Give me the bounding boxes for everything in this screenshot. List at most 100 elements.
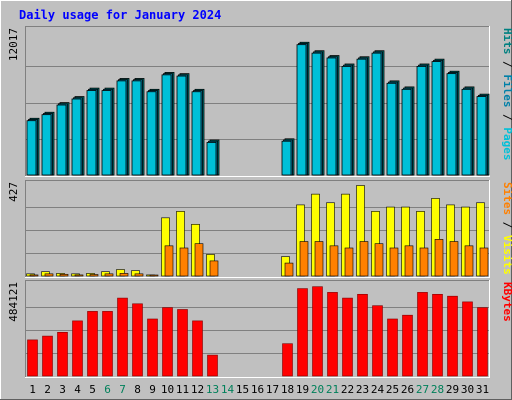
bar-pages-day-11 bbox=[176, 75, 187, 176]
day-label-17: 17 bbox=[266, 383, 279, 396]
bar-sites-day-12 bbox=[194, 243, 204, 277]
bar-kbytes-day-12 bbox=[192, 320, 203, 377]
bar-pages-day-2 bbox=[41, 114, 52, 176]
panel-max-label: 12017 bbox=[7, 28, 20, 61]
bar-sites-day-18 bbox=[284, 262, 294, 277]
bar-kbytes-day-31 bbox=[477, 307, 488, 377]
bar-kbytes-day-22 bbox=[342, 297, 353, 377]
bar-pages-day-20 bbox=[311, 52, 322, 176]
bar-pages-day-19 bbox=[296, 44, 307, 176]
day-label-28: 28 bbox=[431, 383, 444, 396]
bar-pages-day-25 bbox=[386, 82, 397, 176]
day-label-24: 24 bbox=[371, 383, 385, 396]
legend-hits: Hits bbox=[501, 28, 512, 55]
bar-sites-day-2 bbox=[44, 273, 54, 277]
day-label-21: 21 bbox=[326, 383, 339, 396]
day-label-22: 22 bbox=[341, 383, 354, 396]
day-label-11: 11 bbox=[176, 383, 189, 396]
bar-sites-day-7 bbox=[119, 273, 129, 277]
bar-pages-day-23 bbox=[356, 58, 367, 176]
bar-sites-day-26 bbox=[404, 245, 414, 277]
bar-sites-day-25 bbox=[389, 247, 399, 277]
bar-sites-day-4 bbox=[74, 274, 84, 277]
bar-pages-day-26 bbox=[401, 88, 412, 176]
bar-sites-day-1 bbox=[29, 274, 39, 277]
day-label-5: 5 bbox=[89, 383, 96, 396]
bar-pages-day-10 bbox=[161, 74, 172, 176]
panel-max-label: 484121 bbox=[7, 282, 20, 322]
bar-sites-day-29 bbox=[449, 241, 459, 277]
bar-pages-day-27 bbox=[416, 66, 427, 176]
day-label-2: 2 bbox=[44, 383, 51, 396]
bar-kbytes-day-6 bbox=[102, 311, 113, 377]
bar-pages-day-29 bbox=[446, 73, 457, 176]
panel-legend: Sites / Visits bbox=[501, 182, 512, 275]
bar-pages-day-18 bbox=[281, 140, 292, 176]
panel-legend: Hits / Files / Pages bbox=[501, 28, 512, 161]
day-label-16: 16 bbox=[251, 383, 264, 396]
bar-sites-day-31 bbox=[479, 247, 489, 277]
day-label-20: 20 bbox=[311, 383, 324, 396]
bar-kbytes-day-23 bbox=[357, 293, 368, 377]
bar-sites-day-8 bbox=[134, 273, 144, 277]
bar-pages-day-8 bbox=[131, 80, 142, 176]
day-label-29: 29 bbox=[446, 383, 459, 396]
bar-kbytes-day-18 bbox=[282, 343, 293, 377]
bar-pages-day-9 bbox=[146, 91, 157, 176]
bar-pages-day-12 bbox=[191, 91, 202, 176]
bar-sites-day-19 bbox=[299, 241, 309, 277]
day-label-7: 7 bbox=[119, 383, 126, 396]
bar-sites-day-10 bbox=[164, 245, 174, 277]
bar-sites-day-30 bbox=[464, 245, 474, 277]
day-label-30: 30 bbox=[461, 383, 474, 396]
legend-visits: Visits bbox=[501, 235, 512, 275]
day-label-9: 9 bbox=[149, 383, 156, 396]
bar-sites-day-5 bbox=[89, 274, 99, 277]
legend-separator: / bbox=[501, 55, 512, 75]
bar-sites-day-11 bbox=[179, 247, 189, 277]
bar-sites-day-6 bbox=[104, 273, 114, 277]
bar-kbytes-day-3 bbox=[57, 331, 68, 377]
panel-pages-files: 12017 Hits / Files / Pages bbox=[7, 26, 512, 177]
bar-kbytes-day-4 bbox=[72, 320, 83, 377]
bar-kbytes-day-9 bbox=[147, 318, 158, 377]
bar-pages-day-31 bbox=[476, 96, 487, 176]
legend-pages: Pages bbox=[501, 127, 512, 160]
day-label-18: 18 bbox=[281, 383, 294, 396]
day-label-25: 25 bbox=[386, 383, 399, 396]
day-label-13: 13 bbox=[206, 383, 219, 396]
day-label-14: 14 bbox=[221, 383, 235, 396]
bar-kbytes-day-28 bbox=[432, 293, 443, 377]
bar-pages-day-21 bbox=[326, 57, 337, 176]
bar-pages-day-5 bbox=[86, 90, 97, 176]
bar-sites-day-9 bbox=[149, 274, 159, 277]
bar-kbytes-day-21 bbox=[327, 292, 338, 377]
day-label-27: 27 bbox=[416, 383, 429, 396]
panel-max-label: 427 bbox=[7, 182, 20, 202]
bar-sites-day-20 bbox=[314, 241, 324, 277]
bar-pages-day-3 bbox=[56, 104, 67, 176]
bar-sites-day-28 bbox=[434, 239, 444, 277]
bar-kbytes-day-2 bbox=[42, 335, 53, 377]
bar-pages-day-24 bbox=[371, 52, 382, 176]
bar-pages-day-30 bbox=[461, 88, 472, 176]
bar-kbytes-day-8 bbox=[132, 303, 143, 377]
day-label-4: 4 bbox=[74, 383, 81, 396]
bar-sites-day-27 bbox=[419, 247, 429, 277]
bar-sites-day-13 bbox=[209, 260, 219, 277]
day-label-12: 12 bbox=[191, 383, 204, 396]
bar-kbytes-day-27 bbox=[417, 292, 428, 377]
bar-kbytes-day-25 bbox=[387, 318, 398, 377]
bar-pages-day-22 bbox=[341, 66, 352, 176]
bar-pages-day-7 bbox=[116, 80, 127, 176]
bar-kbytes-day-10 bbox=[162, 307, 173, 377]
legend-files: Files bbox=[501, 74, 512, 107]
bar-kbytes-day-20 bbox=[312, 286, 323, 377]
day-label-3: 3 bbox=[59, 383, 66, 396]
day-label-15: 15 bbox=[236, 383, 249, 396]
day-label-23: 23 bbox=[356, 383, 369, 396]
bar-pages-day-28 bbox=[431, 61, 442, 176]
bar-sites-day-3 bbox=[59, 273, 69, 277]
day-label-1: 1 bbox=[29, 383, 36, 396]
